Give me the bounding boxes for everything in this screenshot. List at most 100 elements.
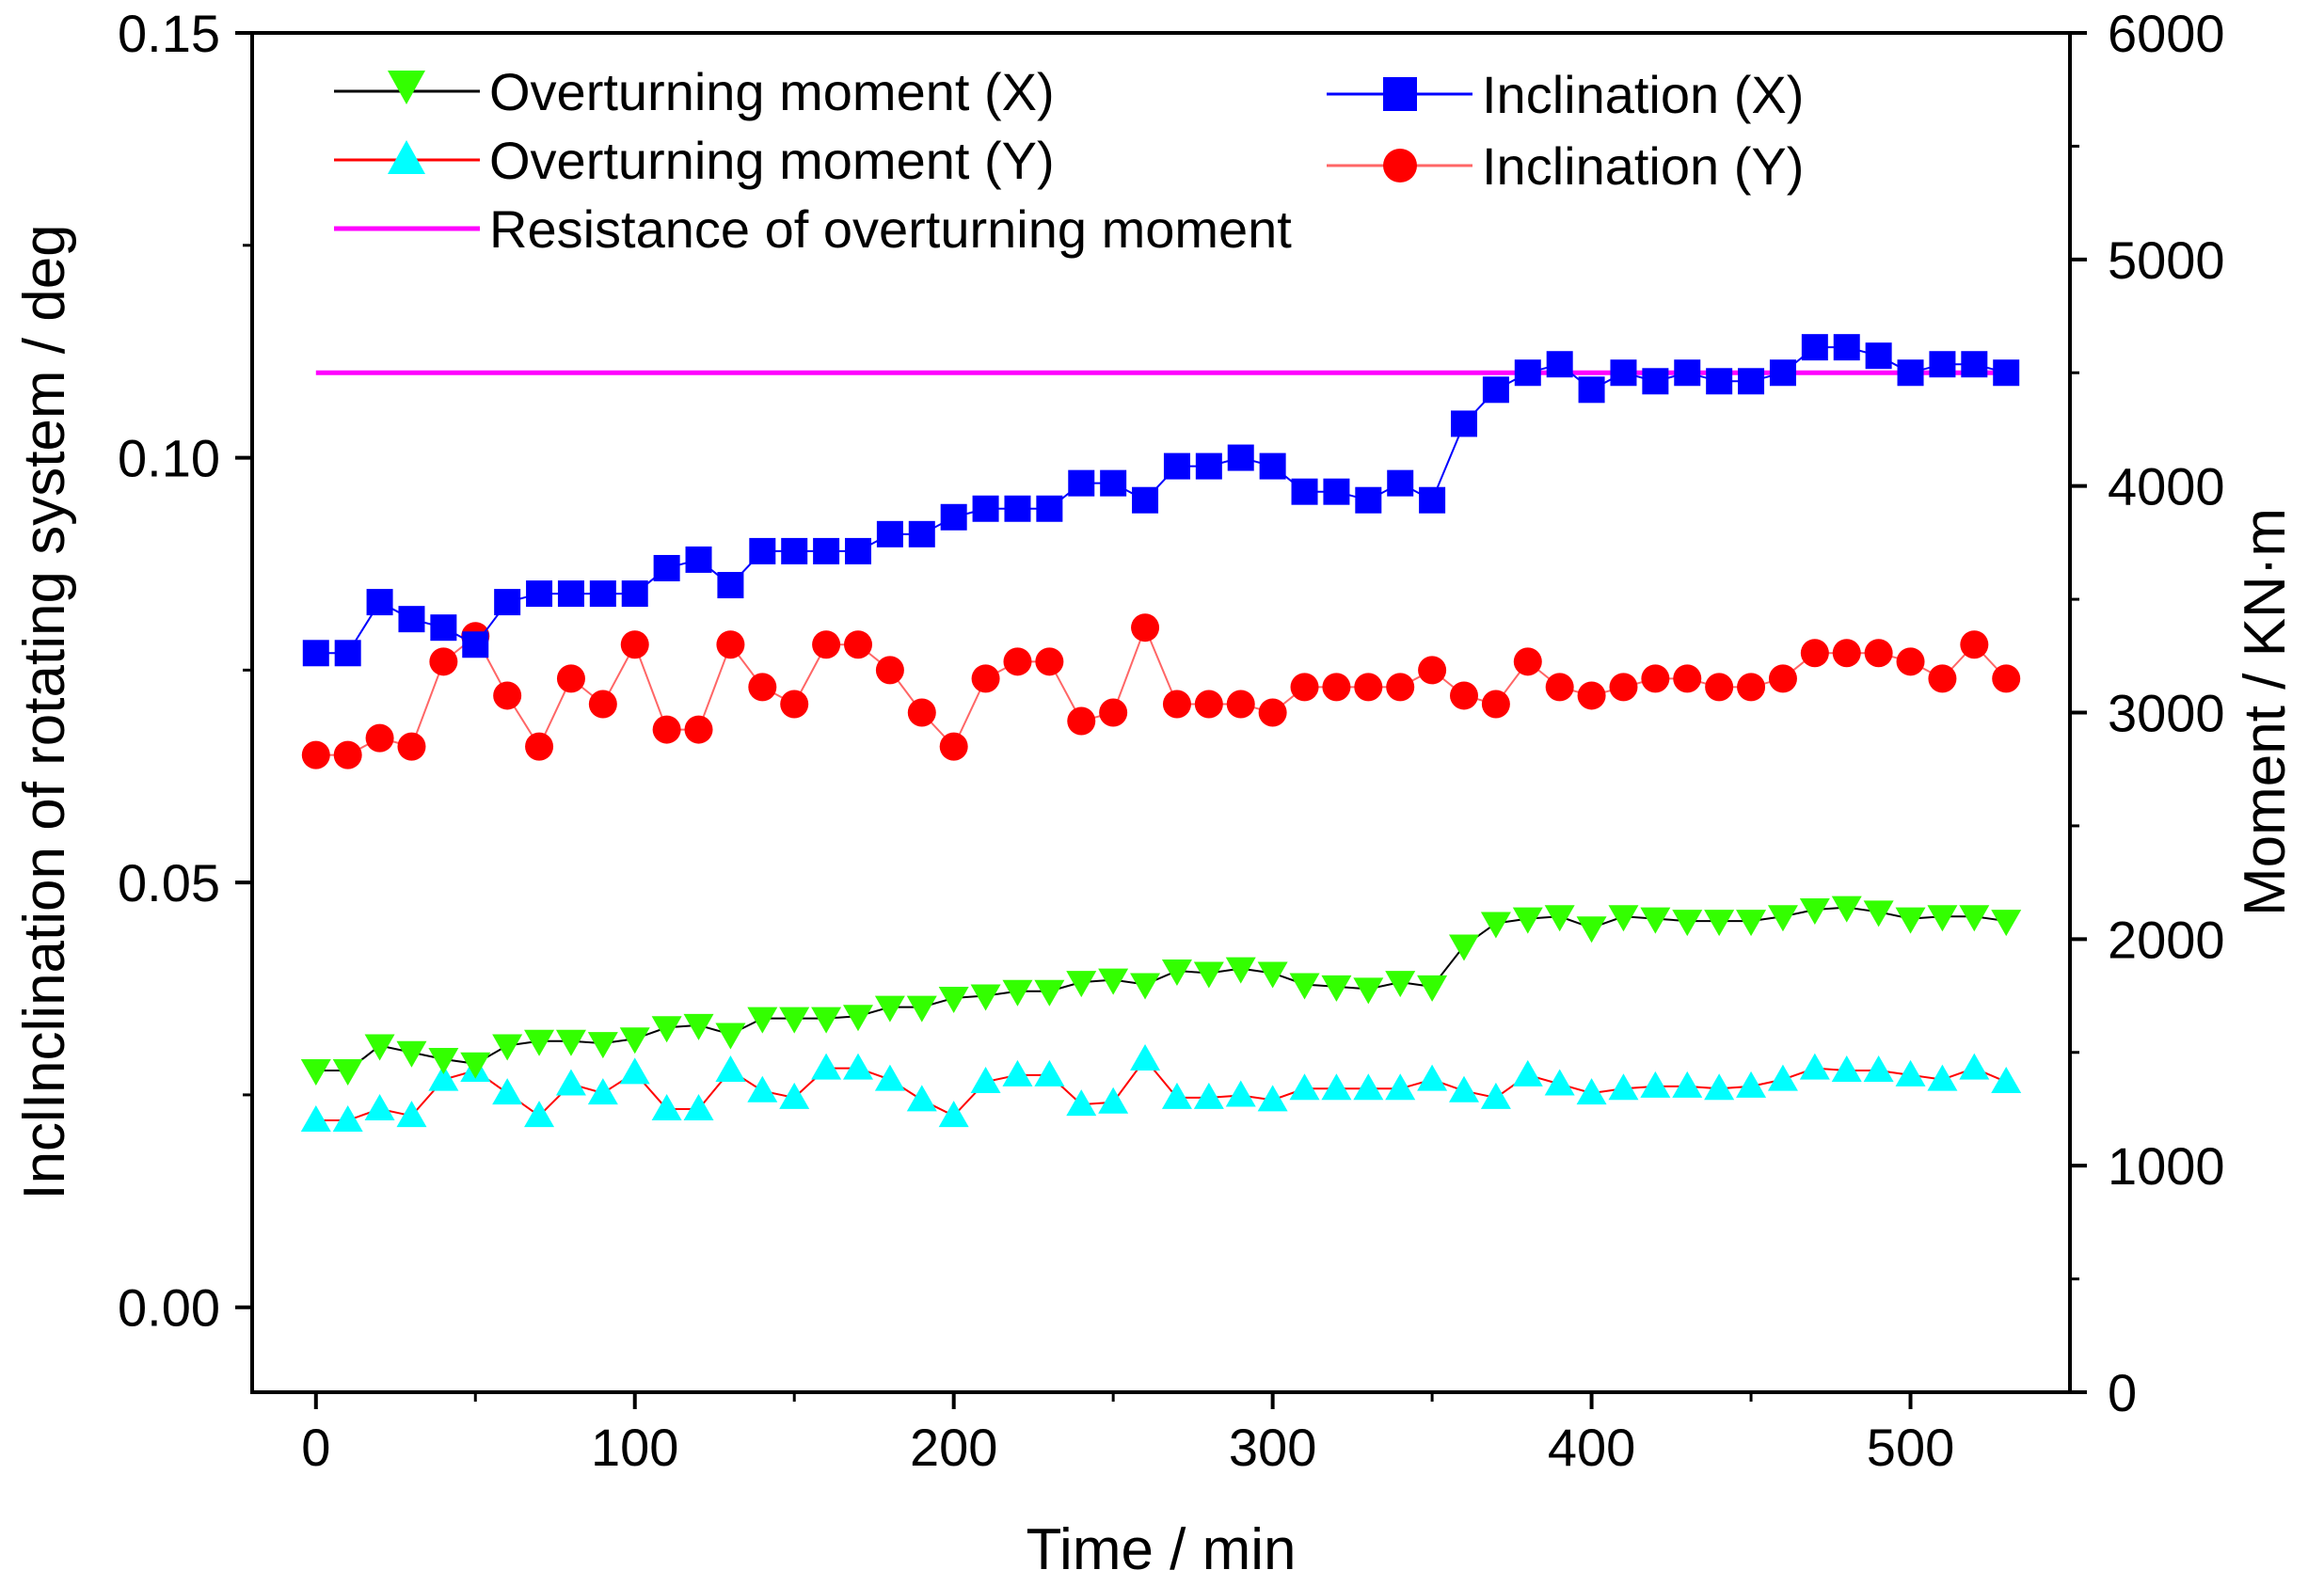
data-point — [493, 681, 522, 710]
legend-item-overturning-moment-y: Overturning moment (Y) — [334, 131, 1055, 190]
data-point — [555, 1069, 586, 1096]
series-inclination-y — [301, 613, 2021, 769]
data-point — [1481, 690, 1510, 719]
y-right-tick-label: 4000 — [2108, 457, 2225, 516]
data-point — [845, 537, 871, 564]
data-point — [874, 995, 905, 1023]
legend-label-overturning-moment-x: Overturning moment (X) — [489, 62, 1055, 121]
data-point — [1193, 1082, 1224, 1109]
data-point — [1417, 975, 1448, 1002]
data-point — [396, 1101, 427, 1128]
data-point — [494, 589, 521, 616]
data-point — [811, 1007, 842, 1034]
data-point — [556, 664, 585, 693]
data-point — [1449, 934, 1479, 961]
data-point — [747, 1075, 778, 1102]
x-tick-label: 0 — [301, 1418, 330, 1477]
data-point — [1608, 905, 1639, 932]
data-point — [524, 1029, 555, 1056]
data-point — [621, 580, 648, 608]
data-point — [1736, 1071, 1767, 1098]
data-point — [462, 631, 489, 658]
data-point — [301, 740, 330, 769]
data-point — [1767, 1064, 1798, 1091]
data-point — [1386, 673, 1415, 702]
data-point — [1576, 916, 1607, 944]
data-point — [430, 614, 457, 642]
data-point — [843, 1005, 873, 1032]
data-point — [1419, 486, 1446, 514]
data-point — [1769, 359, 1796, 387]
data-point — [1099, 698, 1128, 727]
data-point — [1928, 664, 1957, 693]
data-point — [1929, 351, 1956, 378]
x-tick-label: 100 — [591, 1418, 678, 1477]
data-point — [1927, 905, 1958, 932]
series-inclination-x — [302, 334, 2020, 667]
data-point — [1257, 1085, 1288, 1112]
data-point — [1450, 681, 1478, 710]
data-point — [1896, 647, 1925, 676]
x-tick-label: 500 — [1867, 1418, 1954, 1477]
data-point — [1609, 673, 1638, 702]
data-point — [1831, 896, 1862, 923]
y-right-tick-label: 0 — [2108, 1363, 2137, 1422]
data-point — [1544, 1069, 1575, 1096]
data-point — [1036, 495, 1063, 522]
data-point — [555, 1029, 586, 1056]
data-point — [557, 580, 584, 608]
data-point — [1035, 647, 1064, 676]
data-point — [1897, 359, 1924, 387]
data-point — [874, 1064, 905, 1091]
legend-item-inclination-y: Inclination (Y) — [1327, 136, 1804, 196]
data-point — [940, 503, 967, 531]
data-point — [1512, 1059, 1543, 1086]
data-point — [1991, 910, 2022, 937]
data-point — [1193, 961, 1224, 989]
data-point — [1257, 961, 1288, 989]
data-point — [685, 546, 712, 573]
data-point — [587, 1078, 618, 1105]
data-point — [1737, 673, 1766, 702]
data-point — [1418, 656, 1447, 685]
data-point — [971, 664, 1000, 693]
x-axis-title: Time / min — [1026, 1517, 1296, 1582]
data-point — [779, 1007, 810, 1034]
y-left-tick-label: 0.10 — [118, 429, 220, 488]
data-point — [428, 1047, 459, 1074]
data-point — [1832, 639, 1861, 668]
data-point — [1161, 1082, 1192, 1109]
data-point — [1610, 359, 1637, 387]
data-point — [843, 1053, 873, 1080]
data-point — [1864, 639, 1893, 668]
data-point — [1767, 905, 1798, 932]
data-point — [717, 572, 744, 599]
data-point — [1100, 469, 1127, 497]
data-point — [526, 580, 553, 608]
data-point — [1098, 1086, 1129, 1114]
data-point — [333, 740, 362, 769]
data-point — [1544, 905, 1575, 932]
data-point — [1895, 907, 1926, 934]
data-point — [939, 732, 968, 761]
data-point — [1289, 973, 1320, 1000]
data-point — [1163, 452, 1190, 480]
legend-item-inclination-x: Inclination (X) — [1327, 65, 1804, 124]
data-point — [1799, 898, 1830, 926]
data-point — [1195, 452, 1222, 480]
data-point — [492, 1078, 523, 1105]
data-point — [1130, 973, 1161, 1000]
data-point — [1578, 376, 1605, 404]
data-point — [651, 1016, 682, 1043]
data-point — [1161, 960, 1192, 987]
data-point — [364, 1034, 395, 1061]
data-point — [1927, 1064, 1958, 1091]
data-point — [460, 1052, 491, 1079]
data-point — [906, 1085, 937, 1112]
data-point — [589, 580, 616, 608]
data-point — [1704, 1073, 1735, 1101]
legend: Overturning moment (X) Overturning momen… — [334, 62, 1804, 259]
x-tick-label: 400 — [1548, 1418, 1635, 1477]
data-point — [332, 1105, 363, 1132]
legend-label-resistance: Resistance of overturning moment — [489, 199, 1292, 259]
